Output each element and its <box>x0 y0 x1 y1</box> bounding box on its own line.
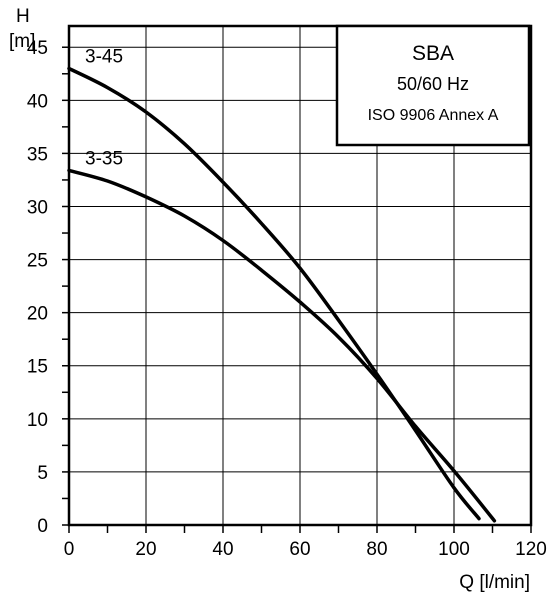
curves <box>67 66 497 523</box>
x-tick-labels: 0 20 40 60 80 100 120 <box>64 539 547 560</box>
y-tick-labels: 0 5 10 15 20 25 30 35 40 45 <box>27 38 48 537</box>
y-tick-label: 35 <box>27 144 48 165</box>
legend-standard: ISO 9906 Annex A <box>368 107 499 124</box>
legend-title: SBA <box>412 42 454 65</box>
y-tick-label: 40 <box>27 91 48 112</box>
x-tick-label: 0 <box>64 539 75 560</box>
y-tick-label: 25 <box>27 251 48 272</box>
series-line-3-45 <box>67 66 481 521</box>
series-line-3-35 <box>67 168 497 523</box>
x-tick-label: 40 <box>212 539 233 560</box>
x-axis-title: Q [l/min] <box>459 572 530 593</box>
series-labels: 3-45 3-35 <box>85 46 123 169</box>
y-tick-label: 20 <box>27 304 48 325</box>
x-tick-label: 20 <box>135 539 156 560</box>
legend-frame <box>335 24 531 147</box>
y-axis-title-unit: [m] <box>9 31 35 52</box>
y-tick-label: 45 <box>27 38 48 59</box>
x-tick-label: 100 <box>438 539 470 560</box>
plot-area-frame <box>67 24 533 527</box>
y-tick-label: 0 <box>37 516 48 537</box>
x-tick-label: 60 <box>289 539 310 560</box>
y-tick-label: 10 <box>27 410 48 431</box>
legend-frequency: 50/60 Hz <box>397 74 469 94</box>
y-tick-label: 15 <box>27 357 48 378</box>
y-axis-title-symbol: H <box>16 6 30 27</box>
y-tick-label: 30 <box>27 197 48 218</box>
series-label-3-35: 3-35 <box>85 148 123 169</box>
x-tick-label: 80 <box>366 539 387 560</box>
series-label-3-45: 3-45 <box>85 46 123 67</box>
legend-box: SBA 50/60 Hz ISO 9906 Annex A <box>335 24 531 147</box>
y-tick-label: 5 <box>37 463 48 484</box>
x-tick-label: 120 <box>515 539 547 560</box>
